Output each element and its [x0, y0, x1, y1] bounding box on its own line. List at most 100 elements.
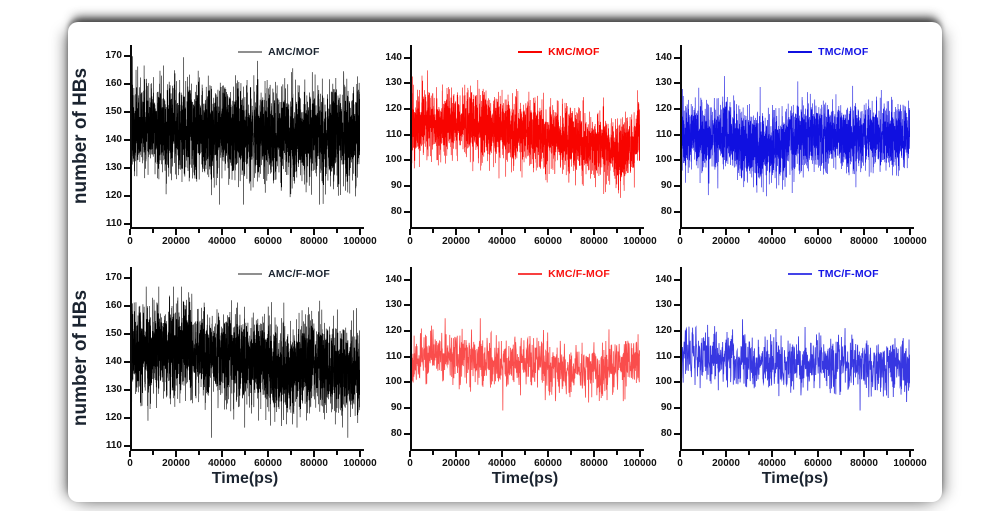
x-minor-tick	[290, 451, 292, 455]
x-tick-label: 100000	[623, 458, 657, 469]
y-tick-label: 160	[105, 300, 122, 312]
y-tick	[404, 381, 410, 384]
x-tick	[593, 451, 595, 457]
y-tick	[124, 277, 130, 280]
legend-line-sample	[518, 51, 543, 53]
y-tick	[124, 83, 130, 86]
legend-amc-mof: AMC/MOF	[238, 46, 320, 58]
x-tick-label: 20000	[712, 458, 740, 469]
y-tick-label: 170	[105, 50, 122, 62]
y-tick	[674, 133, 680, 136]
x-tick-label: 0	[677, 458, 683, 469]
x-tick	[909, 229, 911, 235]
y-tick	[124, 305, 130, 308]
x-minor-tick	[794, 451, 796, 455]
x-tick-label: 60000	[804, 236, 832, 247]
x-tick	[725, 451, 727, 457]
x-tick	[455, 229, 457, 235]
y-tick	[404, 304, 410, 307]
x-minor-tick	[524, 229, 526, 233]
x-tick-label: 80000	[580, 236, 608, 247]
y-tick-label: 140	[385, 51, 402, 63]
y-tick-label: 160	[105, 78, 122, 90]
y-tick	[124, 167, 130, 170]
x-tick-label: 20000	[712, 236, 740, 247]
y-tick	[404, 355, 410, 358]
x-tick	[909, 451, 911, 457]
y-tick-label: 100	[655, 154, 672, 166]
x-minor-tick	[152, 229, 154, 233]
x-tick	[175, 229, 177, 235]
x-tick	[725, 229, 727, 235]
legend-line-sample	[238, 273, 263, 275]
y-tick-label: 80	[390, 205, 402, 217]
y-tick-label: 140	[105, 134, 122, 146]
x-tick	[863, 229, 865, 235]
y-tick	[124, 417, 130, 420]
x-tick	[313, 229, 315, 235]
y-tick-label: 100	[385, 154, 402, 166]
y-tick	[404, 184, 410, 187]
y-tick-label: 130	[655, 299, 672, 311]
x-tick-label: 40000	[488, 458, 516, 469]
x-minor-tick	[616, 229, 618, 233]
x-tick	[501, 451, 503, 457]
x-tick-label: 80000	[300, 236, 328, 247]
y-tick-label: 110	[105, 218, 122, 230]
subplot-kmc-f-mof: KMC/F-MOF Time(ps) 80 90 100 110 120 130 140 0 2…	[385, 267, 657, 487]
x-axis-title: Time(ps)	[761, 470, 829, 487]
y-tick-label: 120	[105, 412, 122, 424]
x-minor-tick	[198, 229, 200, 233]
y-tick-label: 110	[655, 128, 672, 140]
y-tick-label: 110	[105, 440, 122, 452]
series-canvas-tmc-mof	[680, 45, 910, 227]
x-tick	[409, 229, 411, 235]
y-tick	[404, 82, 410, 85]
x-tick-label: 60000	[254, 236, 282, 247]
x-minor-tick	[478, 451, 480, 455]
y-tick-label: 140	[655, 273, 672, 285]
y-tick-label: 90	[390, 401, 402, 413]
x-tick	[455, 451, 457, 457]
y-tick	[124, 389, 130, 392]
x-tick-label: 0	[407, 458, 413, 469]
y-tick-label: 110	[385, 350, 402, 362]
x-minor-tick	[840, 451, 842, 455]
x-tick-label: 0	[127, 458, 133, 469]
x-tick-label: 60000	[804, 458, 832, 469]
y-tick-label: 130	[385, 77, 402, 89]
y-tick-label: 90	[390, 179, 402, 191]
y-tick-label: 90	[660, 179, 672, 191]
x-axis-line	[680, 227, 914, 229]
series-canvas-amc-f-mof	[130, 267, 360, 449]
y-tick	[674, 330, 680, 333]
x-tick-label: 100000	[343, 458, 377, 469]
x-minor-tick	[244, 451, 246, 455]
legend-tmc-mof: TMC/MOF	[788, 46, 868, 58]
y-tick	[124, 223, 130, 226]
y-tick-label: 110	[655, 350, 672, 362]
legend-kmc-f-mof: KMC/F-MOF	[518, 268, 610, 280]
x-minor-tick	[840, 229, 842, 233]
x-axis-title: Time(ps)	[211, 470, 279, 487]
legend-kmc-mof: KMC/MOF	[518, 46, 600, 58]
x-minor-tick	[152, 451, 154, 455]
x-minor-tick	[702, 229, 704, 233]
legend-tmc-f-mof: TMC/F-MOF	[788, 268, 879, 280]
y-tick-label: 140	[385, 273, 402, 285]
x-tick-label: 60000	[254, 458, 282, 469]
x-tick-label: 100000	[893, 458, 927, 469]
x-tick-label: 40000	[758, 236, 786, 247]
y-tick-label: 80	[390, 427, 402, 439]
y-tick-label: 120	[385, 325, 402, 337]
legend-line-sample	[788, 273, 813, 275]
x-tick	[129, 229, 131, 235]
x-axis-line	[130, 449, 364, 451]
y-tick	[404, 406, 410, 409]
y-tick	[674, 304, 680, 307]
y-tick	[674, 278, 680, 281]
x-tick-label: 60000	[534, 236, 562, 247]
x-tick	[409, 451, 411, 457]
y-tick	[674, 406, 680, 409]
